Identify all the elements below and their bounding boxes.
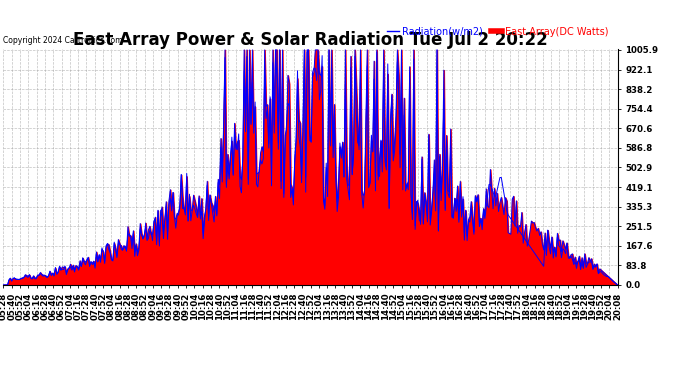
Legend: Radiation(w/m2), East Array(DC Watts): Radiation(w/m2), East Array(DC Watts) — [384, 23, 613, 40]
Text: Copyright 2024 Cartronics.com: Copyright 2024 Cartronics.com — [3, 36, 123, 45]
Title: East Array Power & Solar Radiation Tue Jul 2 20:22: East Array Power & Solar Radiation Tue J… — [73, 31, 548, 49]
